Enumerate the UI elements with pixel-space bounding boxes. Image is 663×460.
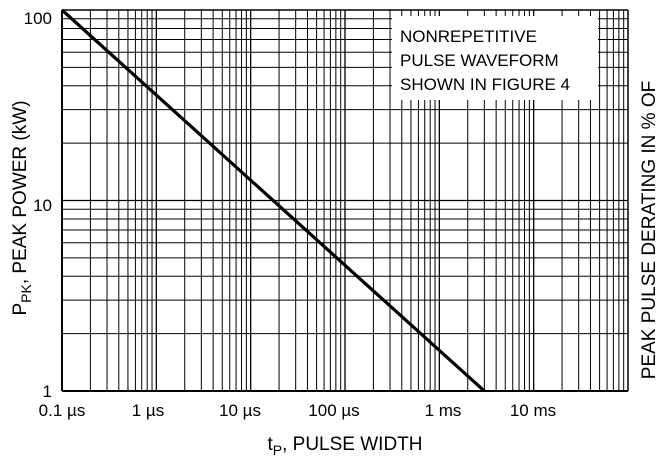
x-axis-label: tP, PULSE WIDTH (267, 434, 422, 458)
right-axis-label: PEAK PULSE DERATING IN % OF (639, 81, 660, 379)
y-tick-label-1: 1 (43, 382, 52, 401)
annotation-line-1: NONREPETITIVE (400, 27, 537, 46)
y-axis-label: PPK, PEAK POWER (kW) (10, 100, 34, 315)
grid (62, 10, 628, 391)
x-tick-label-3: 100 µs (308, 401, 359, 420)
annotation-line-2: PULSE WAVEFORM (400, 51, 559, 70)
y-tick-label-100: 100 (24, 9, 52, 28)
x-tick-label-4: 1 ms (425, 401, 462, 420)
x-tick-label-1: 1 µs (132, 401, 164, 420)
x-tick-label-0: 0.1 µs (39, 401, 86, 420)
series-line-0 (60, 8, 486, 393)
y-tick-label-10: 10 (33, 196, 52, 215)
x-tick-label-2: 10 µs (219, 401, 261, 420)
annotation-line-3: SHOWN IN FIGURE 4 (400, 75, 570, 94)
annotation-box (392, 16, 598, 100)
x-tick-label-5: 10 ms (510, 401, 556, 420)
series-marks (60, 8, 486, 393)
